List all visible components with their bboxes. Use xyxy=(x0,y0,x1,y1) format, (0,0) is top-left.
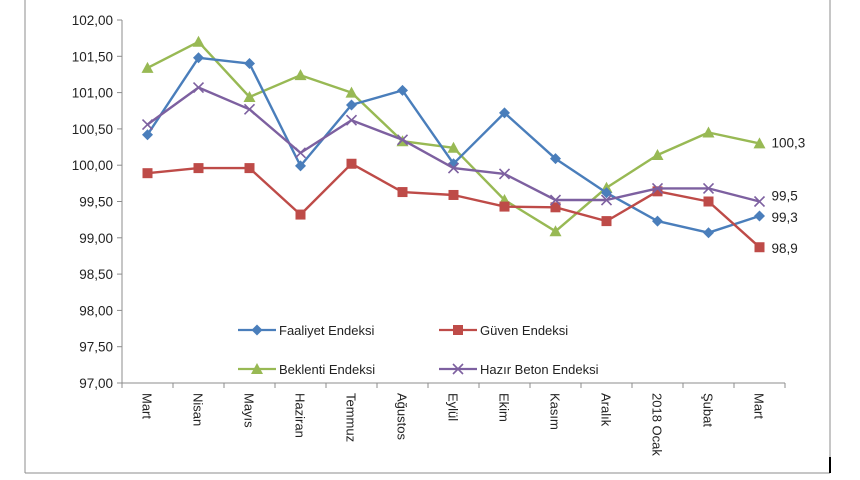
x-tick-label: 2018 Ocak xyxy=(650,393,665,456)
legend-item-hazir-beton: Hazır Beton Endeksi xyxy=(439,362,599,377)
series-3 xyxy=(141,81,766,208)
y-tick-label: 101,00 xyxy=(72,86,113,101)
data-point xyxy=(651,182,664,194)
legend-label-guven: Güven Endeksi xyxy=(480,323,568,338)
data-point xyxy=(550,153,561,165)
data-point xyxy=(447,141,460,153)
y-tick-label: 100,50 xyxy=(72,122,113,137)
data-point xyxy=(294,69,307,81)
data-point xyxy=(753,195,766,208)
data-point xyxy=(703,227,714,239)
y-tick-label: 99,50 xyxy=(79,195,113,210)
data-point xyxy=(703,196,714,207)
data-point xyxy=(550,202,561,213)
data-point xyxy=(397,84,408,96)
legend-item-faaliyet: Faaliyet Endeksi xyxy=(238,323,374,338)
legend-marker-hazir-beton xyxy=(452,363,464,375)
y-tick-label: 98,50 xyxy=(79,267,113,282)
x-tick-label: Temmuz xyxy=(344,393,359,442)
y-tick-label: 97,00 xyxy=(79,376,113,391)
x-tick-label: Ağustos xyxy=(395,393,410,440)
legend-marker-faaliyet xyxy=(251,324,263,336)
legend-label-beklenti: Beklenti Endeksi xyxy=(279,362,375,377)
data-point xyxy=(345,114,358,126)
end-label: 99,3 xyxy=(772,210,798,225)
data-point xyxy=(754,242,765,253)
data-point xyxy=(142,168,153,179)
data-point xyxy=(192,35,205,47)
legend-marker-beklenti xyxy=(251,363,263,374)
data-point xyxy=(753,137,766,149)
data-point xyxy=(702,182,715,194)
end-label: 98,9 xyxy=(772,241,798,256)
x-tick-label: Kasım xyxy=(548,393,563,430)
x-tick-label: Mart xyxy=(140,393,155,419)
end-labels: 99,3 98,9 100,3 99,5 xyxy=(772,135,806,256)
y-tick-label: 97,50 xyxy=(79,340,113,355)
data-point xyxy=(601,187,612,199)
data-point xyxy=(652,215,663,227)
data-point xyxy=(192,81,205,94)
data-point xyxy=(295,209,306,220)
y-tick-label: 98,00 xyxy=(79,303,113,318)
data-point xyxy=(702,126,715,138)
data-point xyxy=(142,129,153,141)
data-point xyxy=(396,134,409,146)
data-point xyxy=(346,99,357,111)
y-tick-label: 101,50 xyxy=(72,49,113,64)
data-point xyxy=(754,210,765,222)
data-point xyxy=(601,216,612,227)
y-tick-label: 102,00 xyxy=(72,13,113,28)
x-axis: Mart Nisan Mayıs Haziran Temmuz Ağustos Eylül E… xyxy=(121,382,786,456)
data-point xyxy=(498,168,511,180)
data-point xyxy=(448,189,459,200)
series-layer xyxy=(141,35,766,253)
legend: Faaliyet Endeksi Güven Endeksi Beklenti … xyxy=(238,323,599,377)
data-point xyxy=(397,187,408,198)
data-point xyxy=(345,86,358,98)
series-line xyxy=(147,162,761,249)
y-tick-label: 100,00 xyxy=(72,158,113,173)
data-point xyxy=(295,160,306,172)
legend-item-guven: Güven Endeksi xyxy=(439,323,568,338)
data-point xyxy=(141,61,154,73)
series-0 xyxy=(142,52,765,239)
series-line xyxy=(146,40,760,233)
data-point xyxy=(651,149,664,161)
x-tick-label: Mayıs xyxy=(242,393,257,428)
data-point xyxy=(244,58,255,70)
x-tick-label: Eylül xyxy=(446,393,461,421)
y-axis: 97,00 97,50 98,00 98,50 99,00 99,50 100,00 100,… xyxy=(72,13,123,391)
data-point xyxy=(193,52,204,64)
series-2 xyxy=(141,35,766,237)
x-tick-label: Haziran xyxy=(293,393,308,438)
data-point xyxy=(243,90,256,102)
x-tick-label: Aralık xyxy=(599,393,614,427)
data-point xyxy=(447,162,460,174)
legend-label-hazir-beton: Hazır Beton Endeksi xyxy=(480,362,599,377)
data-point xyxy=(499,201,510,212)
legend-label-faaliyet: Faaliyet Endeksi xyxy=(279,323,374,338)
data-point xyxy=(294,147,307,159)
x-tick-label: Nisan xyxy=(191,393,206,426)
data-point xyxy=(193,163,204,174)
end-label: 99,5 xyxy=(772,189,798,204)
series-1 xyxy=(142,158,765,253)
x-tick-label: Şubat xyxy=(701,393,716,427)
data-point xyxy=(243,103,256,115)
legend-item-beklenti: Beklenti Endeksi xyxy=(238,362,375,377)
end-label: 100,3 xyxy=(772,135,806,150)
data-point xyxy=(600,194,613,206)
y-tick-label: 99,00 xyxy=(79,231,113,246)
data-point xyxy=(549,225,562,237)
data-point xyxy=(346,158,357,169)
data-point xyxy=(499,107,510,119)
x-tick-label: Mart xyxy=(752,393,767,419)
legend-marker-guven xyxy=(453,325,463,335)
data-point xyxy=(141,118,154,131)
data-point xyxy=(549,194,562,206)
x-tick-label: Ekim xyxy=(497,393,512,422)
data-point xyxy=(244,163,255,174)
